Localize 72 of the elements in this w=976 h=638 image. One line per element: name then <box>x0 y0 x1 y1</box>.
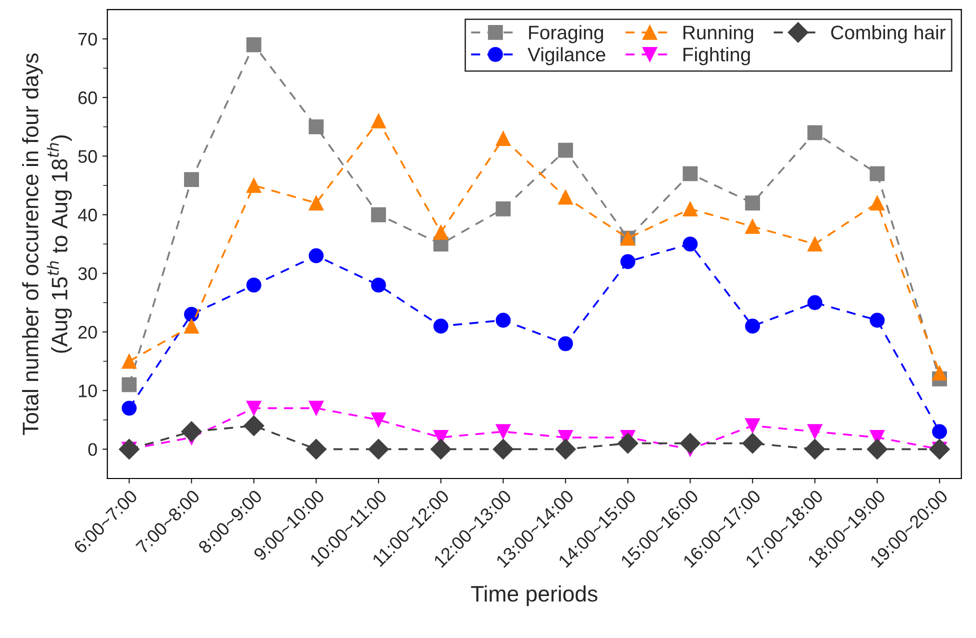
point <box>308 196 324 210</box>
point <box>870 166 885 182</box>
point <box>555 438 576 460</box>
legend-label: Running <box>684 25 754 44</box>
point <box>246 400 262 416</box>
point <box>745 318 760 334</box>
point <box>308 248 324 264</box>
legend-label: Vigilance <box>528 47 606 66</box>
point <box>807 125 822 140</box>
point <box>558 336 573 352</box>
point <box>244 415 264 436</box>
point <box>682 166 698 182</box>
point <box>184 318 199 334</box>
x-axis-title: Time periods <box>471 585 598 606</box>
point <box>682 236 698 252</box>
y-tick-label: 70 <box>78 32 97 46</box>
point <box>496 312 511 328</box>
point <box>308 400 324 416</box>
point <box>246 178 262 193</box>
point <box>492 438 514 460</box>
point <box>804 438 826 460</box>
point <box>745 418 760 434</box>
point <box>620 254 636 270</box>
point <box>433 318 448 334</box>
point <box>680 432 701 454</box>
legend-label: Combing hair <box>831 25 946 44</box>
point <box>430 438 452 460</box>
point <box>118 438 140 460</box>
y-tick-label: 10 <box>78 384 97 398</box>
point <box>371 207 386 222</box>
y-tick-label: 30 <box>78 267 97 280</box>
y-axis-title: Total number of occurence in four days (Aug 15$^{th}$ to Aug 18$^{th}$) <box>22 53 72 435</box>
point <box>496 424 511 440</box>
point <box>433 224 448 240</box>
point <box>932 424 948 440</box>
point <box>371 278 386 293</box>
point <box>181 421 202 442</box>
y-tick-label: 50 <box>78 150 97 163</box>
point <box>496 201 511 216</box>
point <box>807 236 822 252</box>
point <box>932 366 948 380</box>
y-tick-label: 40 <box>78 208 97 222</box>
point <box>618 432 638 454</box>
legend-label: Foraging <box>529 25 603 44</box>
point <box>929 438 950 460</box>
point <box>558 142 573 158</box>
point <box>306 438 327 460</box>
point <box>122 354 137 369</box>
point <box>558 190 573 205</box>
y-tick-label: 20 <box>78 326 97 339</box>
point <box>122 377 137 392</box>
legend-label: Fighting <box>684 47 750 66</box>
point <box>742 432 763 454</box>
point <box>682 201 698 216</box>
point <box>368 438 389 460</box>
point <box>496 131 511 146</box>
point <box>870 196 885 210</box>
point <box>745 218 760 234</box>
point <box>870 312 885 328</box>
point <box>246 37 262 52</box>
point <box>807 424 822 440</box>
point <box>184 172 199 188</box>
point <box>308 119 324 134</box>
point <box>745 196 760 210</box>
y-tick-label: 0 <box>88 443 97 456</box>
point <box>371 412 386 428</box>
point <box>122 400 137 416</box>
point <box>866 438 888 460</box>
point <box>371 113 386 128</box>
point <box>807 295 822 310</box>
y-tick-label: 60 <box>78 91 97 104</box>
point <box>246 278 262 293</box>
